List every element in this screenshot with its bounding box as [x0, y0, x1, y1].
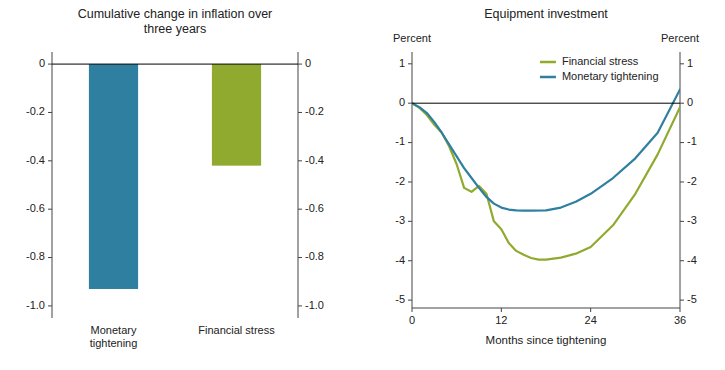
y-tick	[298, 112, 302, 113]
category-label: Financial stress	[198, 324, 275, 336]
y-tick	[408, 142, 412, 143]
legend-label: Monetary tightening	[562, 70, 659, 82]
y-tick	[680, 142, 684, 143]
y-tick	[48, 209, 52, 210]
y-tick-label: -2	[395, 175, 405, 187]
chart-title: Equipment investment	[484, 7, 608, 21]
y-tick	[680, 103, 684, 104]
y-tick-label: -5	[687, 293, 697, 305]
zero-line	[412, 103, 680, 104]
text-line: three years	[144, 22, 207, 36]
x-axis-line	[412, 308, 680, 309]
category-label: Monetarytightening	[90, 324, 138, 349]
y-tick	[298, 257, 302, 258]
text-line: Monetary	[91, 324, 137, 336]
y-tick-label: 1	[687, 57, 693, 69]
y-tick	[680, 221, 684, 222]
y2-axis-label: Percent	[661, 32, 699, 44]
x-tick-label: 36	[674, 314, 686, 326]
y-tick	[680, 181, 684, 182]
y-tick-label: 0	[39, 57, 45, 69]
y-tick	[48, 64, 52, 65]
y-tick	[408, 221, 412, 222]
lines	[412, 89, 680, 259]
bar	[212, 64, 261, 166]
y-tick-label: -4	[687, 254, 697, 266]
y-tick-label: -1.0	[305, 299, 324, 311]
y-tick-label: -5	[395, 293, 405, 305]
y-tick	[48, 112, 52, 113]
chart-canvas: Cumulative change in inflation overthree…	[0, 0, 725, 370]
y-tick	[408, 103, 412, 104]
y-tick-label: -3	[395, 214, 405, 226]
y-tick-label: -2	[687, 175, 697, 187]
x-tick-label: 24	[585, 314, 597, 326]
y-tick	[680, 63, 684, 64]
y-tick	[408, 300, 412, 301]
y-tick-label: -3	[687, 214, 697, 226]
y-tick-label: 0	[305, 57, 311, 69]
y-axis-line	[412, 52, 413, 308]
x-tick	[590, 308, 591, 312]
text-line: Financial stress	[198, 324, 275, 336]
y-tick	[680, 260, 684, 261]
y-tick-label: -0.6	[26, 202, 45, 214]
y-tick	[408, 260, 412, 261]
y-tick	[298, 64, 302, 65]
y-axis-label: Percent	[393, 32, 431, 44]
chart-title: Cumulative change in inflation overthree…	[78, 7, 273, 36]
x-tick	[412, 308, 413, 312]
y-axis-line	[52, 52, 53, 318]
y-tick	[298, 160, 302, 161]
text-line: Cumulative change in inflation over	[78, 7, 273, 21]
y-tick-label: -1	[687, 135, 697, 147]
x-tick-label: 0	[409, 314, 415, 326]
text-line: Equipment investment	[484, 7, 608, 21]
y-tick-label: -0.8	[26, 250, 45, 262]
x-axis-label: Months since tightening	[486, 334, 607, 346]
y2-axis-line	[298, 52, 299, 318]
y-tick	[298, 305, 302, 306]
line-chart: Equipment investment 1 0 -1 -2 -3 -4 -5 1 0 -1 -2 -3…	[393, 7, 699, 346]
series-line	[412, 89, 680, 210]
y-tick	[408, 181, 412, 182]
x-tick	[680, 308, 681, 312]
y-tick-label: 0	[687, 96, 693, 108]
y-tick-label: -4	[395, 254, 405, 266]
y-tick-label: 0	[399, 96, 405, 108]
y-tick-label: -0.6	[305, 202, 324, 214]
y-tick-label: -1	[395, 135, 405, 147]
y-tick-label: -1.0	[26, 299, 45, 311]
x-tick-label: 12	[495, 314, 507, 326]
y-tick	[48, 160, 52, 161]
baseline	[52, 64, 298, 65]
y-tick-label: -0.4	[26, 154, 45, 166]
series-line	[412, 103, 680, 259]
y-tick	[298, 209, 302, 210]
y-tick-label: -0.8	[305, 250, 324, 262]
y-tick-label: -0.2	[305, 105, 324, 117]
bars	[89, 64, 261, 289]
y-tick	[48, 257, 52, 258]
text-line: tightening	[90, 337, 138, 349]
bar-chart: Cumulative change in inflation overthree…	[26, 7, 324, 349]
legend-swatch	[540, 76, 556, 79]
y-tick-label: -0.4	[305, 154, 324, 166]
legend-label: Financial stress	[562, 55, 639, 67]
legend: Financial stress Monetary tightening	[540, 55, 659, 82]
y-tick-label: 1	[399, 57, 405, 69]
y-tick	[48, 305, 52, 306]
y-tick	[680, 300, 684, 301]
y-tick	[408, 63, 412, 64]
bar	[89, 64, 138, 289]
legend-swatch	[540, 61, 556, 64]
y-tick-label: -0.2	[26, 105, 45, 117]
x-tick	[501, 308, 502, 312]
